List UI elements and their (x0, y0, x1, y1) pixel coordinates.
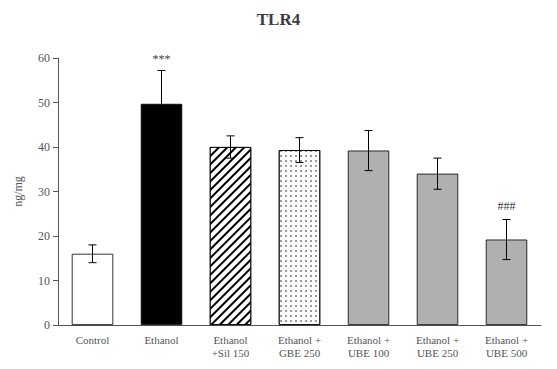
svg-text:UBE 100: UBE 100 (348, 347, 390, 359)
svg-text:60: 60 (38, 51, 50, 65)
svg-text:10: 10 (38, 274, 50, 288)
svg-text:40: 40 (38, 140, 50, 154)
svg-text:Ethanol +: Ethanol + (416, 334, 459, 346)
svg-text:0: 0 (44, 318, 50, 332)
svg-text:***: *** (153, 52, 171, 66)
svg-text:50: 50 (38, 96, 50, 110)
svg-text:Ethanol +: Ethanol + (485, 334, 528, 346)
svg-text:###: ### (498, 199, 516, 213)
svg-text:TLR4: TLR4 (257, 10, 301, 29)
svg-text:UBE 250: UBE 250 (417, 347, 459, 359)
svg-text:UBE 500: UBE 500 (486, 347, 528, 359)
svg-text:Ethanol: Ethanol (213, 334, 247, 346)
svg-text:20: 20 (38, 229, 50, 243)
svg-text:Control: Control (76, 334, 110, 346)
svg-text:Ethanol: Ethanol (144, 334, 178, 346)
svg-text:Ethanol +: Ethanol + (278, 334, 321, 346)
svg-text:+Sil 150: +Sil 150 (212, 347, 250, 359)
svg-text:ng/mg: ng/mg (11, 176, 25, 207)
svg-text:Ethanol +: Ethanol + (347, 334, 390, 346)
svg-text:GBE 250: GBE 250 (279, 347, 321, 359)
svg-text:30: 30 (38, 185, 50, 199)
